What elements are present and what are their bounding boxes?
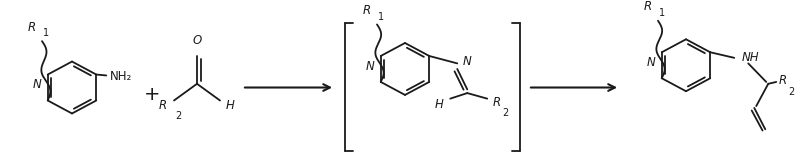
Text: NH₂: NH₂ [110,70,133,83]
Text: N: N [33,78,42,91]
Text: N: N [647,56,656,69]
Text: 2: 2 [175,111,182,121]
Text: N: N [462,55,471,68]
Text: R: R [363,4,371,17]
Text: 2: 2 [502,108,509,118]
Text: NH: NH [742,51,759,64]
Text: +: + [144,85,160,104]
Text: R: R [28,21,36,34]
Text: R: R [159,99,167,112]
Text: R: R [778,74,786,87]
Text: H: H [434,98,443,111]
Text: H: H [226,99,235,112]
Text: 2: 2 [788,87,794,97]
Text: N: N [366,60,374,73]
Text: R: R [644,0,652,13]
Text: O: O [192,34,202,47]
Text: 1: 1 [659,8,665,18]
Text: 1: 1 [43,28,49,38]
Text: 1: 1 [378,12,384,22]
Text: R: R [492,96,500,109]
